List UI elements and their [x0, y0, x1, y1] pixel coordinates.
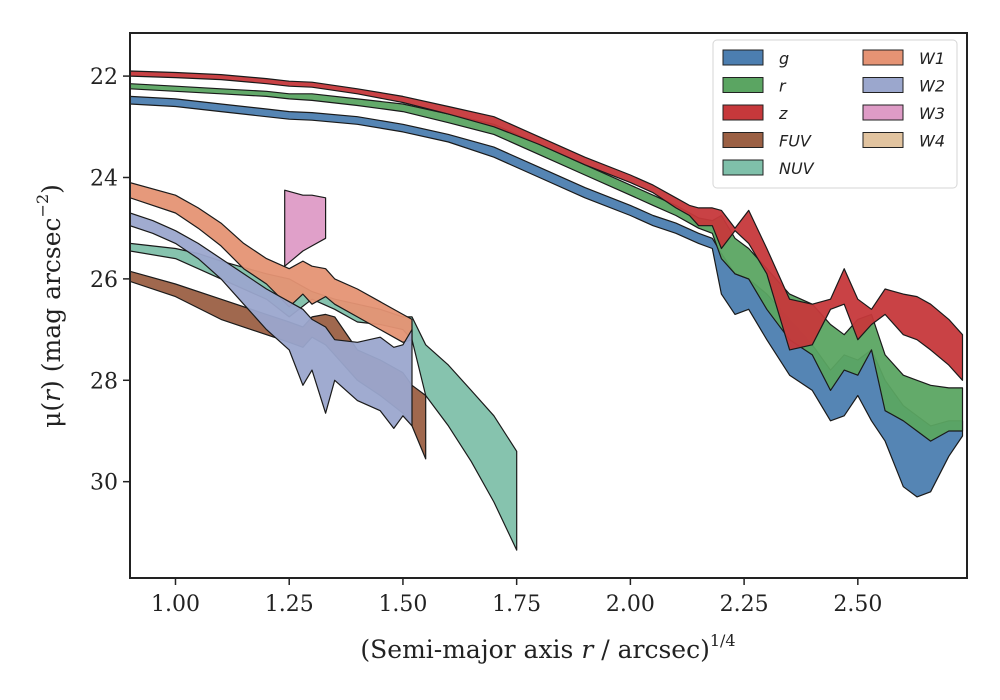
series-band-z — [130, 70, 964, 381]
legend-swatch — [722, 49, 764, 66]
x-tick-label: 2.50 — [833, 592, 882, 617]
plot-frame — [129, 32, 968, 579]
y-axis-label-var: r — [37, 388, 66, 402]
series-band-g — [130, 95, 964, 498]
legend-swatch — [862, 49, 904, 66]
y-tick-label: 24 — [90, 166, 118, 191]
x-tick-label: 2.00 — [606, 592, 655, 617]
legend-item-nuv: NUV — [722, 159, 815, 178]
legend-label: W3 — [919, 104, 945, 123]
series-band-w2 — [130, 212, 413, 429]
legend-item-w2: W2 — [862, 77, 945, 96]
series-band-w3 — [284, 189, 327, 267]
legend-label: g — [779, 49, 789, 68]
series-layer — [130, 70, 964, 551]
legend-label: W4 — [919, 132, 945, 151]
axes-layer: 1.00 1.25 1.50 1.75 2.00 2.25 2.50 22 24 26 28 30 — [90, 32, 968, 617]
legend-swatch — [722, 159, 764, 176]
y-axis-label-end: ) — [37, 184, 66, 194]
legend-item-g: g — [722, 49, 789, 68]
legend-swatch — [722, 77, 764, 93]
legend-item-w4: W4 — [862, 132, 945, 151]
legend-label: NUV — [779, 159, 815, 178]
legend-swatch — [722, 132, 764, 148]
legend-label: z — [778, 104, 788, 123]
y-tick-label: 22 — [90, 65, 118, 90]
y-axis-label-sup: −2 — [33, 194, 52, 218]
x-axis-label-var: r — [581, 635, 595, 664]
legend-item-r: r — [722, 77, 787, 96]
legend-item-z: z — [722, 104, 788, 123]
legend-swatch — [862, 104, 904, 121]
x-axis-label-pre: (Semi-major axis — [360, 635, 581, 664]
legend-item-w1: W1 — [862, 49, 945, 68]
legend-item-fuv: FUV — [722, 132, 812, 151]
y-tick-label: 26 — [90, 268, 118, 293]
legend-swatch — [862, 77, 904, 93]
y-axis-label-pre: μ( — [37, 402, 66, 428]
legend-label: W1 — [919, 49, 945, 68]
y-axis-label-post: ) (mag arcsec — [37, 217, 66, 390]
legend-label: r — [779, 77, 787, 96]
x-axis-label-post: / arcsec) — [593, 635, 710, 664]
x-tick-label: 2.25 — [720, 592, 769, 617]
legend-swatch — [722, 104, 764, 121]
legend-label: W2 — [919, 77, 945, 96]
x-tick-label: 1.00 — [151, 592, 200, 617]
legend-swatch — [862, 132, 904, 148]
x-axis-label-sup: 1/4 — [710, 631, 736, 650]
y-axis-label: μ(r) (mag arcsec−2) — [33, 184, 66, 428]
y-tick-label: 30 — [90, 471, 118, 496]
y-tick-label: 28 — [90, 369, 118, 394]
x-tick-label: 1.75 — [492, 592, 541, 617]
x-axis-label: (Semi-major axis r / arcsec)1/4 — [360, 631, 735, 664]
x-tick-label: 1.50 — [378, 592, 427, 617]
legend: grz FUV NUV W1 W2 W3 W4 — [712, 39, 958, 189]
legend-item-w3: W3 — [862, 104, 945, 123]
legend-label: FUV — [779, 132, 812, 151]
x-tick-label: 1.25 — [265, 592, 314, 617]
